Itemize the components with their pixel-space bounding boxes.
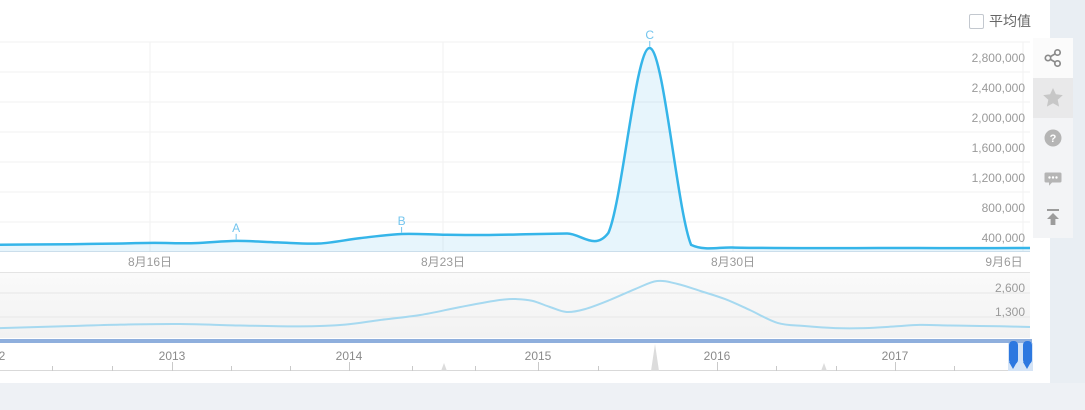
sidebar-favorite-button[interactable] bbox=[1033, 78, 1073, 118]
page-background-bottom bbox=[0, 383, 1085, 410]
overview-chart-panel: 2,600 1,300 bbox=[0, 272, 1030, 338]
timeline-tick-minor bbox=[776, 366, 777, 371]
slider-handle-tip bbox=[1023, 362, 1032, 369]
sidebar-toolbar: ? bbox=[1033, 38, 1073, 238]
main-series-line bbox=[0, 46, 1030, 250]
timeline-data-spike bbox=[440, 363, 447, 371]
y-axis-label: 2,000,000 bbox=[971, 111, 1025, 125]
timeline-tick-major bbox=[717, 362, 718, 371]
comment-icon bbox=[1043, 168, 1063, 188]
sidebar-share-button[interactable] bbox=[1033, 38, 1073, 78]
timeline-data-spike bbox=[651, 344, 660, 371]
y-axis-label: 800,000 bbox=[981, 201, 1025, 215]
back-to-top-icon bbox=[1043, 208, 1063, 228]
slider-handle-tip bbox=[1008, 362, 1017, 369]
timeline-tick-minor bbox=[836, 366, 837, 371]
y-axis-label: 400,000 bbox=[981, 231, 1025, 245]
slider-top-bar bbox=[0, 339, 1032, 343]
share-icon bbox=[1043, 48, 1063, 68]
timeline-tick-major bbox=[172, 362, 173, 371]
annotation-label-c: C bbox=[645, 28, 654, 42]
timeline-tick-minor bbox=[231, 366, 232, 371]
overview-chart bbox=[0, 279, 1030, 330]
timeline-tick-minor bbox=[954, 366, 955, 371]
overview-y-axis-label: 1,300 bbox=[994, 305, 1025, 319]
timeline-data-spike bbox=[821, 363, 828, 371]
annotation-label-b: B bbox=[398, 214, 406, 228]
x-axis-label: 8月23日 bbox=[420, 255, 466, 269]
y-axis-label: 2,800,000 bbox=[971, 51, 1025, 65]
timeline-year-label: 2013 bbox=[158, 349, 186, 363]
timeline-year-label: 2014 bbox=[335, 349, 363, 363]
y-axis-label: 2,400,000 bbox=[971, 81, 1025, 95]
main-series-area bbox=[0, 47, 1030, 252]
timeline-tick-minor bbox=[598, 366, 599, 371]
timeline-tick-minor bbox=[475, 366, 476, 371]
slider-handle-start[interactable] bbox=[1008, 341, 1018, 369]
sidebar-comment-button[interactable] bbox=[1033, 158, 1073, 198]
x-axis-label: 8月16日 bbox=[127, 255, 173, 269]
overview-series-line bbox=[0, 279, 1030, 330]
main-trend-chart: A B C bbox=[0, 28, 1030, 252]
timeline-axis-line bbox=[0, 370, 1030, 371]
help-icon: ? bbox=[1043, 128, 1063, 148]
favorite-icon bbox=[1041, 86, 1065, 110]
y-axis-label: 1,600,000 bbox=[971, 141, 1025, 155]
timeline-tick-minor bbox=[52, 366, 53, 371]
annotation-label-a: A bbox=[232, 221, 240, 235]
slider-handle-end[interactable] bbox=[1023, 341, 1033, 369]
timeline-tick-major bbox=[895, 362, 896, 371]
timeline-year-label: 2012 bbox=[0, 349, 6, 363]
timeline-tick-major bbox=[538, 362, 539, 371]
overview-y-axis-label: 2,600 bbox=[994, 281, 1025, 295]
timeline-year-label: 2017 bbox=[881, 349, 909, 363]
sidebar-help-button[interactable]: ? bbox=[1033, 118, 1073, 158]
y-axis-label: 1,200,000 bbox=[971, 171, 1025, 185]
timeline-slider[interactable]: 2012 2013 2014 2015 2016 2017 bbox=[0, 341, 1033, 383]
timeline-year-label: 2015 bbox=[524, 349, 552, 363]
timeline-year-label: 2016 bbox=[703, 349, 731, 363]
sidebar-back-to-top-button[interactable] bbox=[1033, 198, 1073, 238]
timeline-tick-minor bbox=[412, 366, 413, 371]
x-axis-label: 8月30日 bbox=[710, 255, 756, 269]
timeline-tick-minor bbox=[290, 366, 291, 371]
checkbox-icon[interactable] bbox=[969, 13, 984, 29]
timeline-tick-minor bbox=[112, 366, 113, 371]
svg-text:?: ? bbox=[1050, 133, 1057, 145]
timeline-tick-major bbox=[349, 362, 350, 371]
average-checkbox[interactable]: 平均值 bbox=[969, 13, 1031, 29]
x-axis-label: 9月6日 bbox=[985, 255, 1023, 269]
average-checkbox-label: 平均值 bbox=[989, 13, 1031, 29]
